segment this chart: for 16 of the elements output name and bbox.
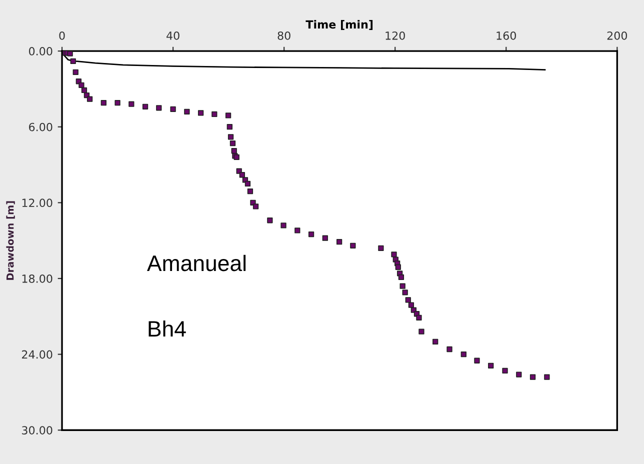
annotation: Bh4 (148, 320, 186, 337)
x-tick-label: 120 (386, 31, 405, 40)
y-tick-label: 24.00 (22, 350, 52, 359)
y-tick-label: 30.00 (22, 426, 52, 435)
y-tick-label: 0.00 (28, 47, 52, 56)
x-tick-label: 200 (607, 31, 628, 40)
x-tick-label: 160 (496, 31, 516, 40)
x-tick-label: 80 (278, 31, 290, 40)
x-tick-label: 40 (166, 31, 180, 40)
annotation: Amanueal (146, 254, 246, 272)
y-tick-label: 6.00 (29, 122, 52, 132)
y-tick-label: 12.00 (22, 198, 52, 208)
x-axis-title: Time [min] (306, 20, 373, 30)
y-axis-title: Drawdown [m] (6, 201, 15, 280)
x-tick-label: 0 (59, 31, 65, 40)
y-tick-label: 18.00 (22, 274, 52, 283)
